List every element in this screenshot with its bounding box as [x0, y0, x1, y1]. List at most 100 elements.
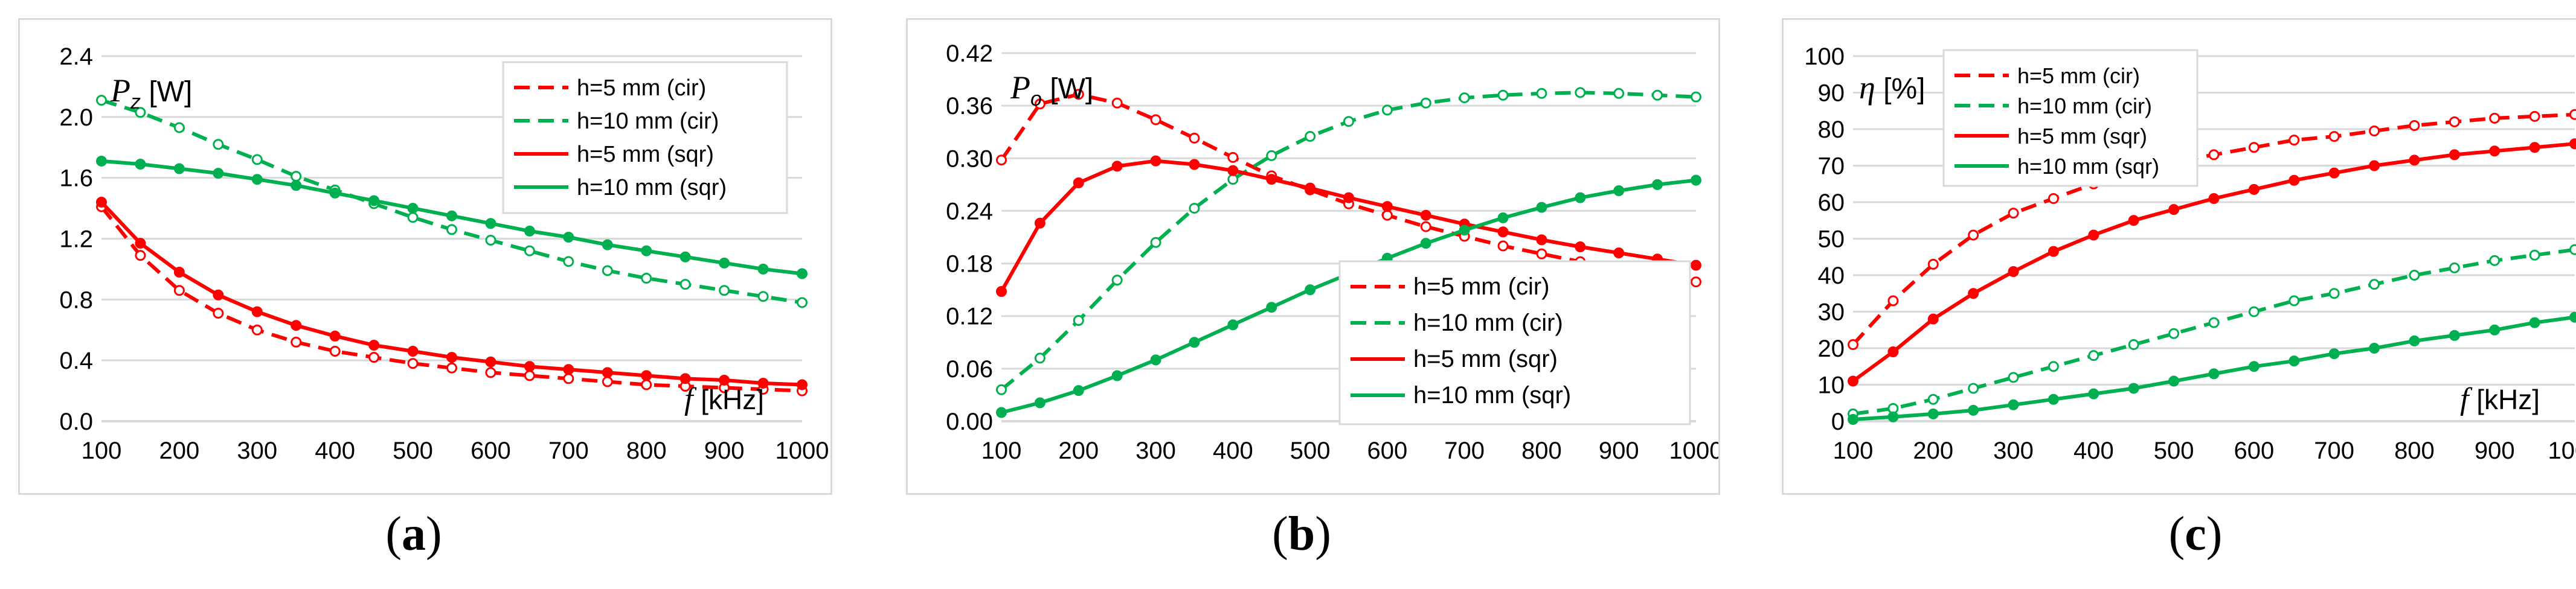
data-point [1459, 224, 1470, 236]
y-axis-label: Pz [W] [110, 72, 192, 113]
y-tick-label: 1.2 [59, 226, 93, 253]
data-point [1034, 397, 1045, 409]
x-tick-label: 500 [2154, 438, 2194, 464]
y-axis-unit: [%] [1875, 73, 1926, 105]
data-point [329, 187, 341, 199]
data-point [1927, 393, 1939, 405]
y-tick-label: 2.4 [59, 43, 93, 70]
data-point [2409, 335, 2420, 346]
data-point [1111, 370, 1123, 381]
data-point [2449, 149, 2460, 161]
y-axis-label: η [%] [1859, 69, 1925, 106]
x-tick-label: 1000 [2548, 438, 2576, 464]
legend-label: h=5 mm (cir) [577, 75, 706, 101]
data-point [1034, 98, 1045, 110]
data-point [1189, 132, 1200, 144]
y-tick-label: 90 [1818, 80, 1845, 107]
y-tick-label: 20 [1818, 336, 1845, 362]
data-point [291, 171, 302, 182]
y-tick-label: 0.0 [59, 409, 93, 435]
data-point [797, 379, 808, 390]
data-point [368, 195, 380, 206]
data-point [2328, 167, 2340, 179]
data-point [446, 362, 457, 374]
data-point [1536, 202, 1547, 213]
y-tick-label: 30 [1818, 299, 1845, 326]
data-point [2369, 343, 2380, 354]
data-point [1073, 177, 1084, 188]
data-point [2489, 112, 2501, 124]
data-point [2449, 116, 2460, 127]
data-point [2289, 355, 2300, 367]
data-point [1927, 408, 1939, 419]
x-tick-label: 100 [82, 438, 122, 464]
data-point [2569, 311, 2576, 323]
data-point [2208, 149, 2220, 161]
data-point [1034, 352, 1045, 364]
data-point [213, 139, 224, 150]
x-tick-label: 800 [1521, 438, 1562, 464]
x-tick-label: 400 [1213, 438, 1253, 464]
data-point [1652, 179, 1663, 190]
caption-b-open: ( [1272, 508, 1288, 561]
x-tick-label: 600 [2234, 438, 2275, 464]
data-point [1381, 201, 1393, 212]
data-point [407, 212, 419, 223]
data-point [1381, 104, 1393, 116]
data-point [2208, 368, 2220, 380]
data-point [1575, 192, 1586, 203]
legend-label: h=5 mm (sqr) [2017, 124, 2147, 148]
data-point [2489, 255, 2501, 266]
data-point [135, 250, 146, 261]
data-point [329, 346, 341, 357]
data-point [2569, 109, 2576, 120]
data-point [251, 174, 263, 185]
data-point [2048, 193, 2059, 204]
data-point [1189, 159, 1200, 170]
data-point [407, 358, 419, 369]
x-axis-label: f [kHz] [684, 382, 764, 416]
data-point [1381, 209, 1393, 221]
data-point [641, 370, 652, 381]
legend-label: h=5 mm (cir) [1413, 273, 1550, 300]
y-tick-label: 0.12 [946, 304, 993, 330]
y-axis-subscript: o [1030, 88, 1042, 110]
data-point [485, 235, 496, 246]
y-tick-label: 40 [1818, 263, 1845, 289]
data-point [2008, 208, 2019, 219]
data-point [2489, 145, 2501, 157]
data-point [1968, 383, 1979, 394]
data-point [1150, 114, 1161, 126]
data-point [2489, 324, 2501, 336]
y-tick-label: 10 [1818, 372, 1845, 399]
data-point [1266, 174, 1277, 185]
data-point [213, 168, 224, 179]
data-point [1691, 276, 1701, 288]
data-point [1887, 411, 1899, 422]
data-point [1305, 130, 1316, 142]
chart-panel-b: 0.00 0.06 0.12 0.18 0.24 0.30 0.36 0.42 100 200 30… [906, 18, 1720, 495]
y-tick-label: 0.8 [59, 287, 93, 313]
data-point [485, 356, 496, 368]
data-point [1691, 174, 1701, 186]
data-point [1887, 295, 1899, 307]
data-point [2048, 393, 2059, 405]
caption-b: (b) [1211, 507, 1392, 562]
data-point [2088, 350, 2099, 361]
x-tick-label: 700 [2314, 438, 2354, 464]
legend-label: h=10 mm (cir) [2017, 94, 2152, 118]
x-tick-label: 900 [704, 438, 745, 464]
caption-b-letter: b [1288, 508, 1315, 561]
data-point [251, 154, 263, 165]
data-point [96, 197, 107, 208]
data-point [407, 346, 419, 357]
data-point [1613, 88, 1625, 99]
data-point [1459, 92, 1470, 104]
data-point [2289, 135, 2300, 146]
data-point [2048, 246, 2059, 257]
data-point [2529, 249, 2540, 261]
caption-a-close: ) [426, 508, 442, 561]
data-point [135, 107, 146, 118]
data-point [1927, 313, 1939, 325]
data-point [2128, 339, 2139, 350]
